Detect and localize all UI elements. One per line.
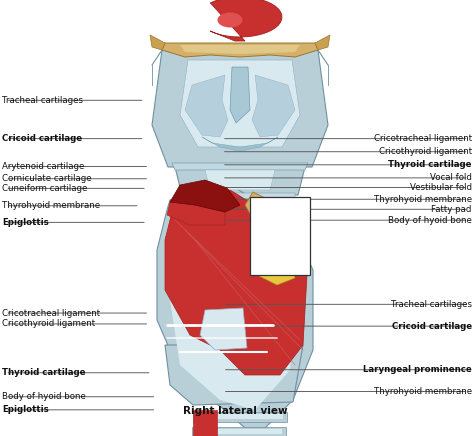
FancyBboxPatch shape — [190, 211, 291, 225]
Polygon shape — [245, 192, 305, 248]
Polygon shape — [197, 414, 283, 419]
Text: Cricotracheal ligament: Cricotracheal ligament — [2, 309, 100, 317]
FancyBboxPatch shape — [189, 195, 292, 210]
Polygon shape — [165, 190, 307, 375]
Polygon shape — [196, 429, 282, 434]
Text: Body of hyoid bone: Body of hyoid bone — [388, 216, 472, 225]
Polygon shape — [202, 137, 278, 151]
FancyBboxPatch shape — [192, 259, 288, 273]
FancyBboxPatch shape — [199, 262, 282, 269]
Polygon shape — [193, 412, 287, 422]
Polygon shape — [165, 345, 303, 405]
Text: Cricoid cartilage: Cricoid cartilage — [392, 322, 472, 330]
Text: Cricotracheal ligament: Cricotracheal ligament — [374, 134, 472, 143]
Polygon shape — [162, 43, 318, 57]
FancyBboxPatch shape — [191, 228, 290, 242]
Text: Right lateral view: Right lateral view — [182, 406, 287, 416]
Ellipse shape — [270, 270, 276, 276]
Text: Arytenoid cartilage: Arytenoid cartilage — [2, 162, 85, 171]
Polygon shape — [157, 185, 313, 428]
FancyBboxPatch shape — [195, 215, 284, 221]
Polygon shape — [167, 202, 225, 225]
Polygon shape — [192, 427, 286, 436]
FancyBboxPatch shape — [194, 198, 285, 205]
Text: Tracheal cartilages: Tracheal cartilages — [391, 300, 472, 309]
Text: Vocal fold: Vocal fold — [430, 174, 472, 182]
Polygon shape — [205, 170, 275, 190]
Ellipse shape — [278, 255, 284, 260]
Text: Corniculate cartilage: Corniculate cartilage — [2, 174, 92, 183]
Polygon shape — [180, 45, 300, 54]
Text: Fatty pad: Fatty pad — [431, 205, 472, 214]
Ellipse shape — [218, 13, 243, 27]
Text: Thyrohyoid membrane: Thyrohyoid membrane — [374, 195, 472, 204]
Polygon shape — [230, 67, 250, 123]
Polygon shape — [170, 220, 295, 410]
Text: Laryngeal prominence: Laryngeal prominence — [363, 365, 472, 374]
Text: Body of hyoid bone: Body of hyoid bone — [2, 392, 86, 401]
FancyBboxPatch shape — [197, 231, 283, 238]
Text: Cricothyroid ligament: Cricothyroid ligament — [2, 320, 95, 328]
Polygon shape — [180, 60, 300, 147]
Polygon shape — [175, 167, 305, 195]
Text: Thyroid cartilage: Thyroid cartilage — [388, 160, 472, 169]
Polygon shape — [185, 75, 228, 137]
Ellipse shape — [275, 262, 281, 268]
Polygon shape — [315, 35, 330, 50]
Text: Cricoid cartilage: Cricoid cartilage — [2, 134, 82, 143]
Text: Thyrohyoid membrane: Thyrohyoid membrane — [2, 201, 100, 210]
Bar — [185, 193, 295, 199]
Text: Anterior view: Anterior view — [201, 207, 280, 217]
Ellipse shape — [265, 258, 271, 262]
FancyBboxPatch shape — [191, 243, 289, 258]
Polygon shape — [200, 308, 247, 350]
Polygon shape — [170, 180, 240, 212]
Polygon shape — [193, 410, 217, 436]
Polygon shape — [152, 50, 328, 167]
Text: Epiglottis: Epiglottis — [2, 218, 49, 227]
Bar — [250, 197, 310, 275]
Text: Thyrohyoid membrane: Thyrohyoid membrane — [374, 387, 472, 396]
Text: Vestibular fold: Vestibular fold — [410, 183, 472, 192]
Polygon shape — [255, 198, 298, 240]
FancyBboxPatch shape — [198, 246, 283, 253]
Ellipse shape — [262, 269, 268, 273]
Polygon shape — [150, 35, 165, 50]
Polygon shape — [253, 248, 295, 285]
Text: Tracheal cartilages: Tracheal cartilages — [2, 96, 83, 105]
Polygon shape — [210, 0, 282, 41]
Text: Cricothyroid ligament: Cricothyroid ligament — [379, 147, 472, 156]
Polygon shape — [172, 163, 308, 170]
Text: Thyroid cartilage: Thyroid cartilage — [2, 368, 86, 377]
Text: Cuneiform cartilage: Cuneiform cartilage — [2, 184, 88, 193]
Polygon shape — [252, 75, 295, 137]
Text: Epiglottis: Epiglottis — [2, 405, 49, 414]
